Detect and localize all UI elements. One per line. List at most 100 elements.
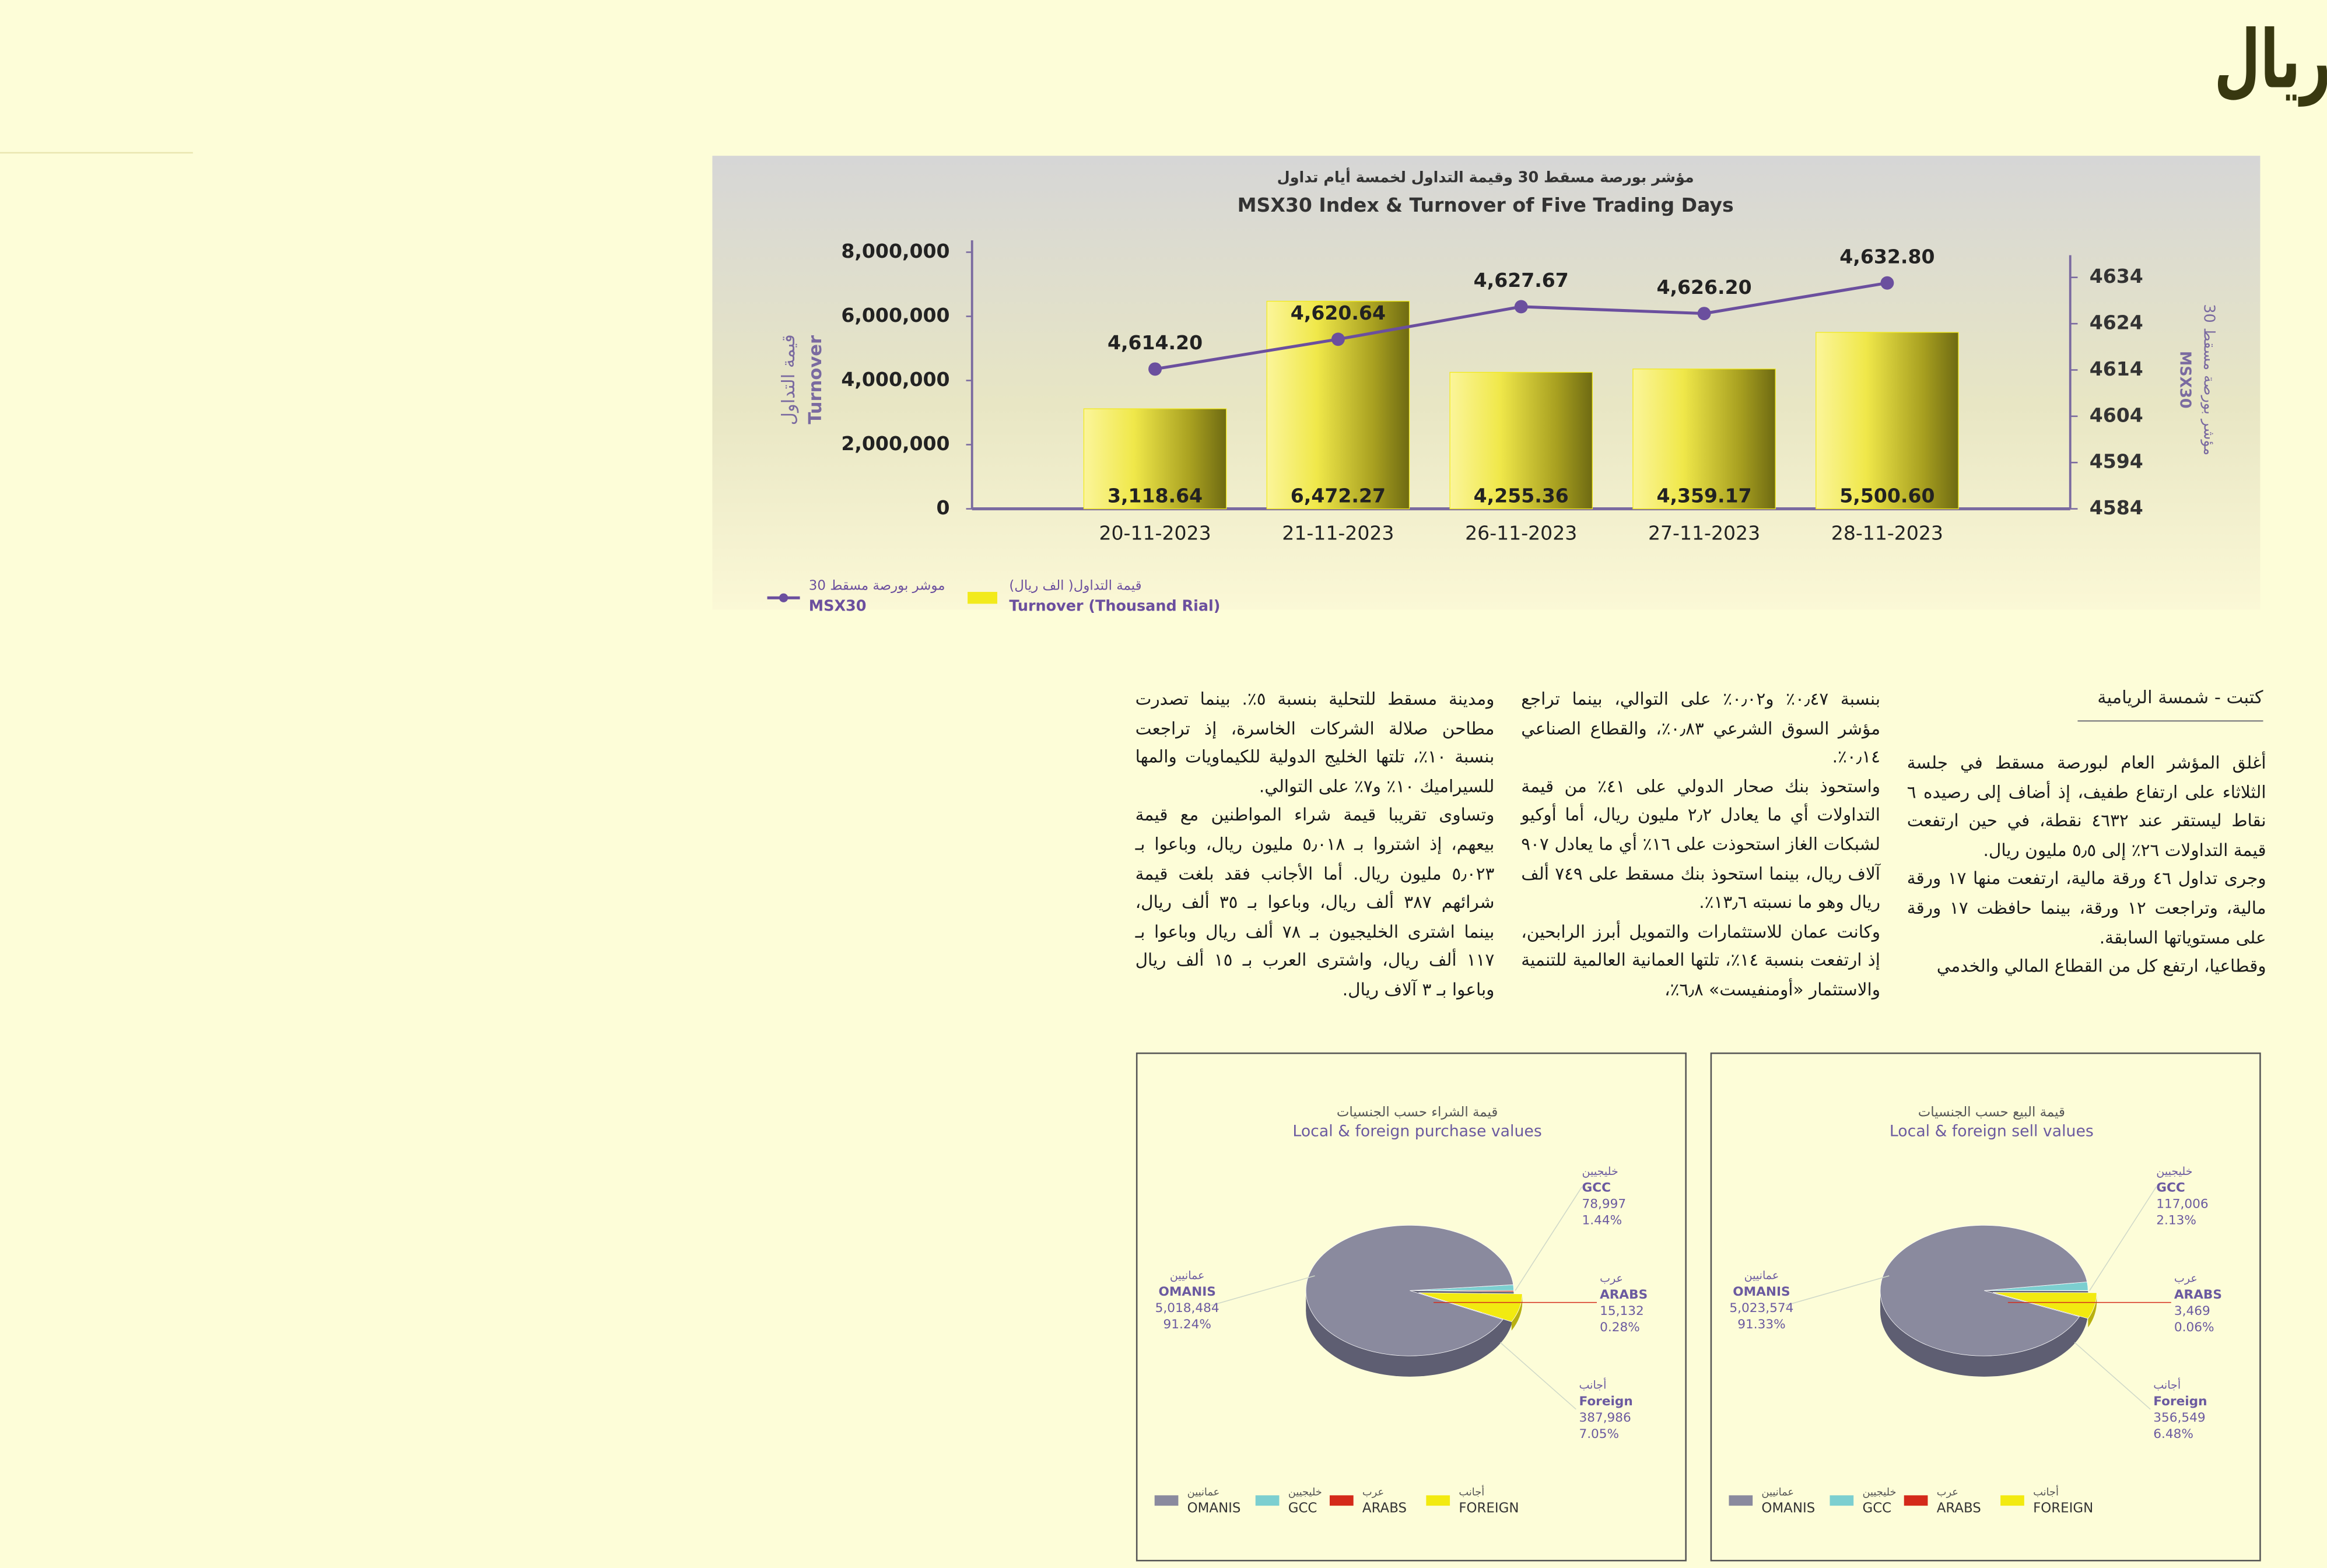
- leader-line: [1785, 1275, 1890, 1306]
- headline: بورصة مسقط تغلق على ارتفاع طفيف.. وقيمة …: [2214, 13, 2327, 107]
- legend-swatch: [2000, 1495, 2024, 1506]
- data-label: 4,614.20: [1108, 331, 1203, 354]
- leader-line: [2074, 1342, 2151, 1410]
- legend-swatch: [1154, 1495, 1179, 1506]
- leader-line: [2089, 1186, 2157, 1291]
- paragraph: أغلق المؤشر العام لبورصة مسقط في جلسة ال…: [1907, 752, 2266, 860]
- data-label: 6,472.27: [1291, 485, 1386, 507]
- x-tick-label: 26-11-2023: [1465, 521, 1577, 544]
- category-label: عمانيين: [1744, 1269, 1779, 1282]
- legend-label: أجانب: [1459, 1485, 1484, 1498]
- leader-line: [1500, 1342, 1576, 1410]
- data-label: 78,997: [1582, 1197, 1627, 1212]
- y2-tick-label: 4634: [2090, 265, 2143, 287]
- legend-label: GCC: [1288, 1501, 1317, 1516]
- legend-label: قيمة التداول( الف ريال): [1009, 578, 1141, 593]
- data-label: 15,132: [1600, 1304, 1644, 1318]
- legend-swatch: [1830, 1495, 1854, 1506]
- bar: [1083, 408, 1227, 510]
- legend-swatch: [1426, 1495, 1450, 1506]
- paragraph: ومدينة مسقط للتحلية بنسبة ٥٪. بينما تصدر…: [1135, 688, 1495, 797]
- category-label: خليجيين: [1582, 1165, 1618, 1178]
- chart-title: Local & foreign sell values: [1890, 1122, 2094, 1141]
- y-tick-label: 0: [937, 496, 950, 519]
- category-label: Foreign: [2153, 1394, 2207, 1409]
- paragraph: وكانت عمان للاستثمارات والتمويل أبرز الر…: [1521, 921, 1881, 1000]
- line-marker: [1697, 307, 1711, 321]
- pie-slice: [1418, 1292, 1523, 1323]
- paragraph: بنسبة ٠٫٤٧٪ و٠٫٠٢٪ على التوالي، بينما تر…: [1521, 688, 1881, 767]
- article-column: بنسبة ٠٫٤٧٪ و٠٫٠٢٪ على التوالي، بينما تر…: [1521, 685, 1880, 1005]
- category-label: ARABS: [1600, 1288, 1648, 1302]
- article-column: أغلق المؤشر العام لبورصة مسقط في جلسة ال…: [1907, 749, 2266, 982]
- data-label: 4,627.67: [1474, 269, 1569, 292]
- y2-axis-label: مؤشر بورصة مسقط 30: [2200, 304, 2218, 455]
- legend-label: خليجيين: [1862, 1486, 1896, 1498]
- y2-tick-label: 4614: [2090, 357, 2143, 380]
- category-label: عرب: [1600, 1272, 1623, 1285]
- chart-title: Local & foreign purchase values: [1292, 1122, 1541, 1141]
- legend-swatch: [779, 593, 788, 602]
- legend-swatch: [1329, 1495, 1354, 1506]
- legend-label: ARABS: [1937, 1501, 1981, 1516]
- slice-side: [1511, 1293, 1523, 1331]
- percent-label: 1.44%: [1582, 1213, 1622, 1228]
- category-label: أجانب: [2153, 1378, 2181, 1392]
- legend-swatch: [1729, 1495, 1753, 1506]
- data-label: 5,018,484: [1155, 1301, 1219, 1316]
- paragraph: واستحوذ بنك صحار الدولي على ٤١٪ من قيمة …: [1521, 775, 1881, 913]
- legend-swatch: [1904, 1495, 1928, 1506]
- category-label: أجانب: [1579, 1378, 1606, 1392]
- percent-label: 91.24%: [1163, 1317, 1211, 1332]
- data-label: 356,549: [2153, 1411, 2205, 1425]
- bar: [1632, 369, 1776, 510]
- y-axis-label: قيمة التداول: [779, 334, 799, 425]
- data-label: 4,620.64: [1291, 301, 1386, 324]
- percent-label: 0.28%: [1600, 1320, 1640, 1335]
- legend-label: FOREIGN: [2033, 1501, 2093, 1516]
- line-marker: [1880, 276, 1894, 290]
- category-label: خليجيين: [2156, 1165, 2192, 1178]
- legend-label: FOREIGN: [1459, 1501, 1519, 1516]
- paragraph: وتساوى تقريبا قيمة شراء المواطنين مع قيم…: [1135, 804, 1495, 1000]
- chart-title: قيمة البيع حسب الجنسيات: [1918, 1105, 2065, 1120]
- legend-label: موشر بورصة مسقط 30: [809, 578, 945, 593]
- percent-label: 7.05%: [1579, 1427, 1619, 1441]
- chart-title: MSX30 Index & Turnover of Five Trading D…: [1238, 194, 1734, 216]
- leader-line: [1515, 1186, 1583, 1291]
- paragraph: وجرى تداول ٤٦ ورقة مالية، ارتفعت منها ١٧…: [1907, 868, 2266, 948]
- bar: [1816, 332, 1959, 510]
- legend-label: Turnover (Thousand Rial): [1009, 597, 1220, 614]
- category-label: GCC: [1582, 1181, 1611, 1195]
- legend-swatch: [968, 592, 997, 604]
- slice-side: [2088, 1292, 2097, 1328]
- bar: [1266, 300, 1410, 510]
- y2-tick-label: 4624: [2090, 311, 2143, 334]
- line-marker: [1331, 332, 1345, 346]
- article-column: ومدينة مسقط للتحلية بنسبة ٥٪. بينما تصدر…: [1136, 685, 1495, 1005]
- percent-label: 2.13%: [2156, 1213, 2196, 1228]
- legend-label: أجانب: [2033, 1485, 2059, 1498]
- paragraph: وقطاعيا، ارتفع كل من القطاع المالي والخد…: [1936, 955, 2266, 977]
- legend-label: عرب: [1937, 1486, 1958, 1498]
- legend-label: MSX30: [809, 597, 867, 614]
- percent-label: 0.06%: [2174, 1320, 2214, 1335]
- y-tick-label: 6,000,000: [841, 304, 949, 327]
- legend-label: خليجيين: [1288, 1486, 1322, 1498]
- line-marker: [1148, 362, 1162, 376]
- bar: [1449, 371, 1593, 510]
- data-label: 4,632.80: [1839, 245, 1935, 268]
- category-label: OMANIS: [1733, 1285, 1790, 1299]
- category-label: Foreign: [1579, 1394, 1632, 1409]
- x-tick-label: 27-11-2023: [1648, 521, 1760, 544]
- y-tick-label: 2,000,000: [841, 432, 949, 455]
- pie-slice: [1992, 1292, 2097, 1319]
- data-label: 3,118.64: [1108, 485, 1203, 507]
- chart-title: قيمة الشراء حسب الجنسيات: [1337, 1105, 1498, 1120]
- data-label: 3,469: [2174, 1304, 2210, 1318]
- data-label: 5,500.60: [1839, 485, 1935, 507]
- legend-label: عمانيين: [1187, 1486, 1220, 1498]
- y2-axis-label: MSX30: [2177, 351, 2195, 409]
